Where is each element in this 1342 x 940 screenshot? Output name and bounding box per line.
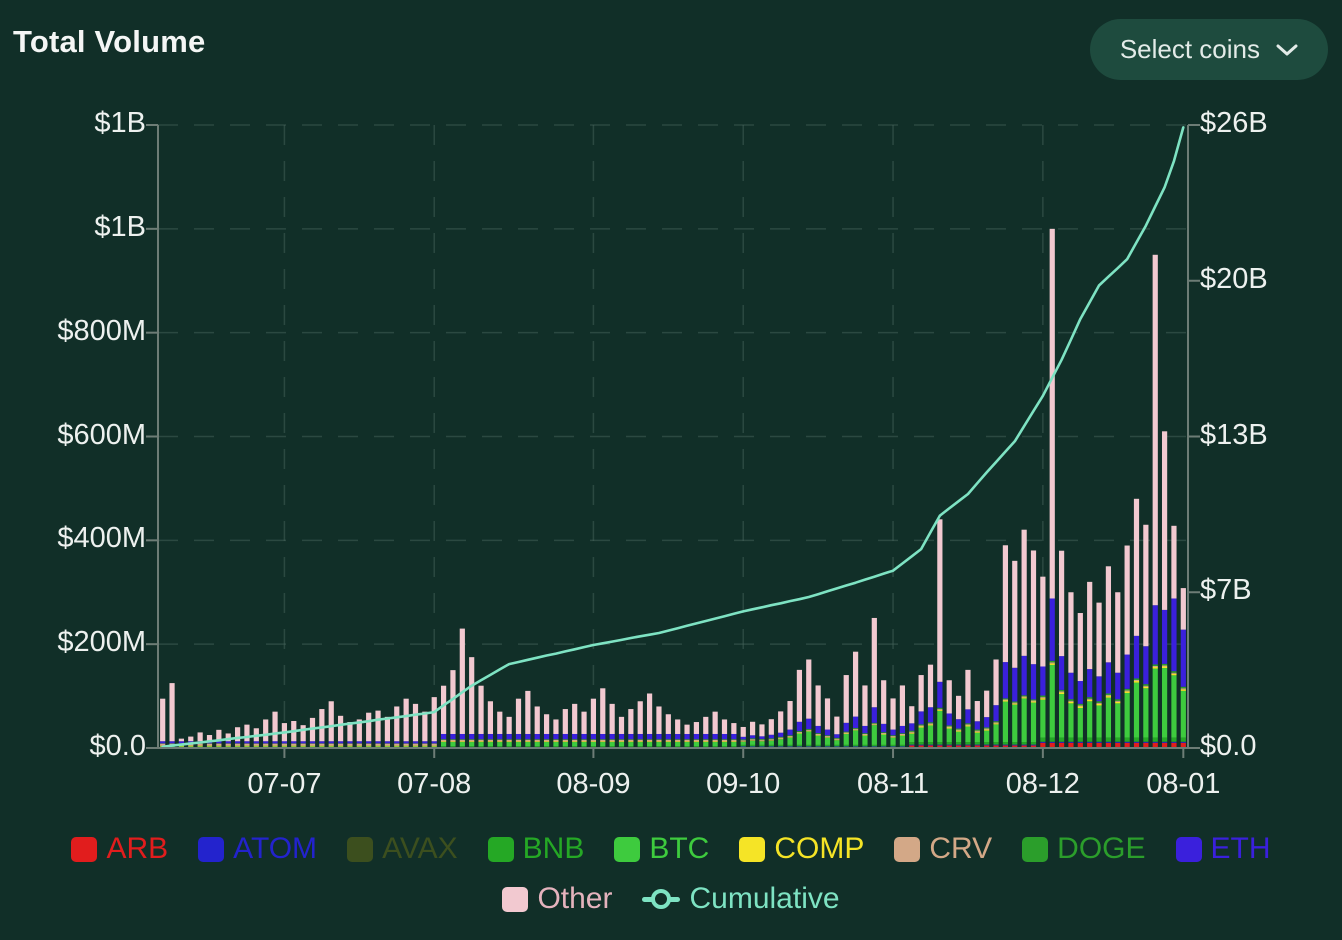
y-axis-right-tick: $20B bbox=[1200, 262, 1268, 295]
legend-label: CRV bbox=[929, 832, 993, 865]
y-axis-left-tick: $1B bbox=[94, 107, 146, 139]
legend-label: ATOM bbox=[233, 832, 318, 865]
y-axis-left-tick: $0.0 bbox=[89, 730, 146, 762]
legend-swatch-icon bbox=[502, 886, 529, 912]
x-axis-tick: 07-08 bbox=[397, 768, 472, 800]
legend-label: ETH bbox=[1210, 832, 1271, 865]
x-axis-tick: 08-11 bbox=[857, 768, 930, 800]
y-axis-left-tick: $1B bbox=[94, 210, 146, 243]
legend-row: ARB ATOM AVAX BNB BTC COMP CRV DOGE ETH bbox=[0, 826, 1342, 872]
x-axis-tick: 08-01 bbox=[1146, 768, 1221, 800]
legend-swatch-icon bbox=[1022, 836, 1049, 862]
legend-item-other[interactable]: Other bbox=[502, 882, 612, 916]
legend-label: AVAX bbox=[382, 832, 458, 865]
x-axis-tick: 08-12 bbox=[1005, 768, 1080, 800]
legend-item-doge[interactable]: DOGE bbox=[1022, 832, 1146, 866]
cumulative-line-icon bbox=[642, 889, 681, 909]
legend-item-crv[interactable]: CRV bbox=[894, 832, 992, 866]
y-axis-left-tick: $600M bbox=[57, 418, 146, 451]
y-axis-right-tick: $7B bbox=[1200, 574, 1252, 607]
legend-item-atom[interactable]: ATOM bbox=[198, 832, 317, 866]
legend-label: BTC bbox=[649, 832, 710, 865]
legend-swatch-icon bbox=[739, 836, 766, 862]
page-title: Total Volume bbox=[13, 24, 206, 59]
legend-item-btc[interactable]: BTC bbox=[614, 832, 709, 866]
legend-label: Other bbox=[537, 882, 613, 915]
y-axis-left-tick: $800M bbox=[57, 314, 146, 347]
legend-item-cumulative[interactable]: Cumulative bbox=[642, 882, 840, 916]
legend-item-avax[interactable]: AVAX bbox=[347, 832, 458, 866]
legend-swatch-icon bbox=[198, 836, 225, 862]
legend-swatch-icon bbox=[1175, 836, 1202, 862]
select-coins-label: Select coins bbox=[1119, 34, 1260, 64]
legend-label: Cumulative bbox=[689, 882, 840, 915]
y-axis-right-tick: $13B bbox=[1200, 418, 1268, 451]
chevron-down-icon bbox=[1276, 43, 1298, 57]
legend-item-comp[interactable]: COMP bbox=[739, 832, 864, 866]
legend-row: Other Cumulative bbox=[0, 876, 1342, 922]
y-axis-left-tick: $400M bbox=[57, 522, 146, 555]
legend-item-eth[interactable]: ETH bbox=[1175, 832, 1271, 866]
legend-label: COMP bbox=[774, 832, 865, 865]
legend-swatch-icon bbox=[614, 836, 641, 862]
select-coins-button[interactable]: Select coins bbox=[1089, 19, 1328, 80]
y-axis-left-tick: $200M bbox=[57, 626, 146, 659]
y-axis-right-tick: $0.0 bbox=[1200, 730, 1257, 762]
legend-swatch-icon bbox=[71, 836, 98, 862]
legend-swatch-icon bbox=[487, 836, 514, 862]
legend-swatch-icon bbox=[347, 836, 374, 862]
legend-item-arb[interactable]: ARB bbox=[71, 832, 168, 866]
legend-label: BNB bbox=[522, 832, 585, 865]
legend-swatch-icon bbox=[894, 836, 921, 862]
x-axis-tick: 07-07 bbox=[247, 768, 322, 800]
y-axis-right-tick: $26B bbox=[1200, 107, 1268, 139]
legend-label: DOGE bbox=[1057, 832, 1146, 865]
x-axis-tick: 08-09 bbox=[556, 768, 631, 800]
legend-item-bnb[interactable]: BNB bbox=[487, 832, 585, 866]
x-axis-tick: 09-10 bbox=[706, 768, 781, 800]
chart-legend: ARB ATOM AVAX BNB BTC COMP CRV DOGE ETH Other Cumu… bbox=[0, 826, 1342, 922]
legend-label: ARB bbox=[106, 832, 169, 865]
